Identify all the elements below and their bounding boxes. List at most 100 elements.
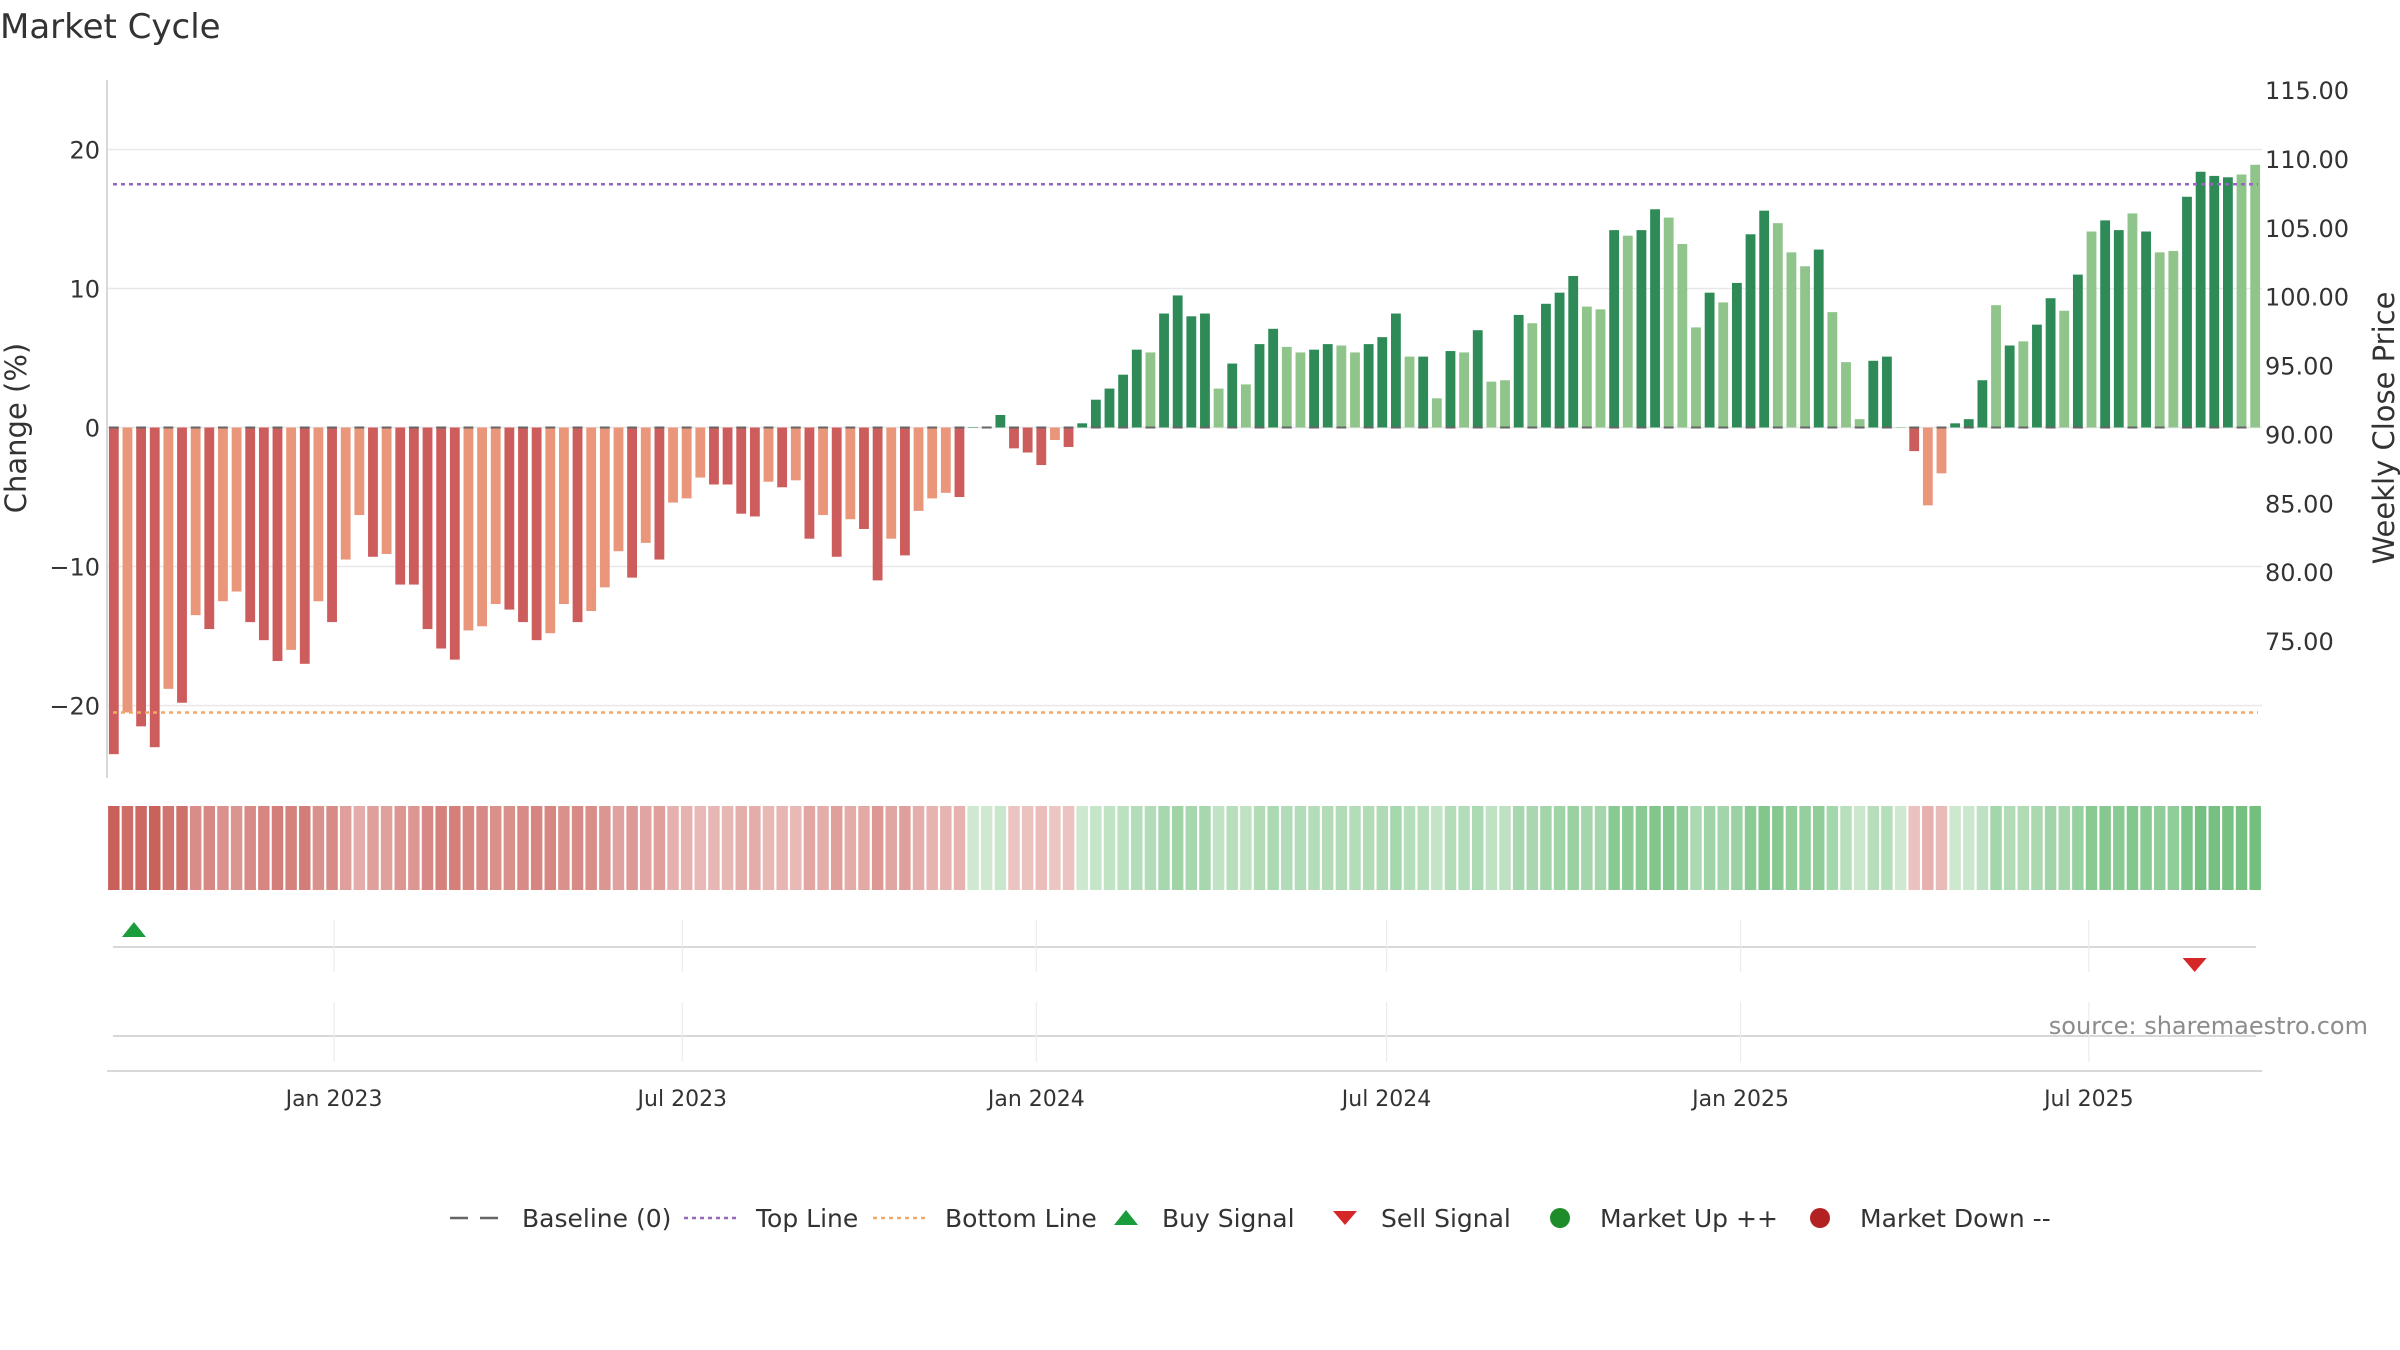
heat-cell xyxy=(1594,806,1607,890)
bar xyxy=(313,427,324,602)
bar xyxy=(1009,427,1019,449)
heat-cell xyxy=(1335,806,1348,890)
bar xyxy=(1745,234,1756,428)
heat-cell xyxy=(1540,806,1552,890)
heat-cell xyxy=(2181,806,2193,890)
heat-cell xyxy=(776,806,788,890)
legend-label: Baseline (0) xyxy=(522,1204,671,1233)
heat-cell xyxy=(1608,806,1620,890)
bar-series xyxy=(108,164,2261,755)
bar xyxy=(463,427,474,631)
bar xyxy=(1418,356,1429,428)
heat-cell xyxy=(1049,806,1061,890)
bar xyxy=(545,427,556,634)
bar xyxy=(1895,427,1906,428)
heat-cell xyxy=(1703,806,1716,890)
heat-cell xyxy=(135,806,147,890)
bar xyxy=(1322,344,1333,428)
date-axis: Jan 2023 Jul 2023 Jan 2024 Jul 2024 Jan 2025… xyxy=(284,920,2134,1112)
heat-cell xyxy=(326,806,338,890)
y-axis-label: Change (%) xyxy=(0,343,33,513)
bar xyxy=(2236,174,2247,428)
heat-cell xyxy=(1635,806,1648,890)
bar xyxy=(149,427,160,748)
reference-lines xyxy=(113,183,2258,714)
bar xyxy=(1186,316,1197,428)
bar xyxy=(940,427,951,493)
heat-cell xyxy=(844,806,857,890)
heat-cell xyxy=(1376,806,1388,890)
y-tick-label: 10 xyxy=(69,276,100,304)
bar xyxy=(1541,303,1551,428)
bar xyxy=(818,427,828,516)
bar xyxy=(327,427,337,623)
heat-cell xyxy=(462,806,475,890)
bar xyxy=(286,427,297,650)
heat-cell xyxy=(680,806,693,890)
heat-cell xyxy=(517,806,529,890)
heat-cell xyxy=(380,806,393,890)
heat-cell xyxy=(1349,806,1361,890)
heat-cell xyxy=(708,806,720,890)
bar xyxy=(2195,171,2206,428)
bar xyxy=(2182,196,2192,428)
bar xyxy=(1800,266,1810,428)
heat-cell xyxy=(612,806,625,890)
bar xyxy=(449,427,460,660)
bar xyxy=(354,427,365,516)
bar xyxy=(2100,220,2111,428)
bar xyxy=(790,427,801,481)
heat-cell xyxy=(1362,806,1375,890)
bar xyxy=(1595,309,1606,428)
bar xyxy=(1254,344,1265,428)
heat-cell xyxy=(871,806,884,890)
heat-cell xyxy=(2235,806,2248,890)
bar xyxy=(1731,282,1742,428)
bar xyxy=(749,427,760,517)
bar xyxy=(899,427,910,556)
heat-cell xyxy=(1035,806,1048,890)
bar xyxy=(859,427,869,529)
heat-cell xyxy=(1908,806,1920,890)
bar xyxy=(1854,419,1865,428)
heat-cell xyxy=(1567,806,1579,890)
heat-cell xyxy=(1281,806,1293,890)
heat-cell xyxy=(1840,806,1852,890)
heat-cell xyxy=(285,806,297,890)
heat-cell xyxy=(408,806,420,890)
bar xyxy=(299,427,310,664)
heat-cell xyxy=(271,806,284,890)
chart-title: Market Cycle xyxy=(0,7,221,47)
bar xyxy=(1936,427,1947,474)
legend-label: Market Down -- xyxy=(1860,1204,2051,1233)
bar xyxy=(845,427,856,520)
bar xyxy=(1363,344,1374,428)
heat-cell xyxy=(230,806,243,890)
heat-cell xyxy=(1021,806,1034,890)
bar xyxy=(1922,427,1933,506)
y-axis-ticks: 20 10 0 −10 −20 xyxy=(49,137,100,721)
heat-cell xyxy=(108,806,120,890)
heat-cell xyxy=(803,806,816,890)
bar xyxy=(1677,244,1688,428)
heat-cell xyxy=(599,806,611,890)
bar xyxy=(1118,374,1129,428)
x-tick-label: Jul 2024 xyxy=(1340,1087,1432,1112)
heat-cell xyxy=(421,806,434,890)
heat-cell xyxy=(830,806,843,890)
heat-cell xyxy=(2058,806,2070,890)
heat-cell xyxy=(1103,806,1116,890)
heat-cell xyxy=(1008,806,1020,890)
bar xyxy=(2004,345,2015,428)
y2-tick-label: 105.00 xyxy=(2265,215,2349,243)
bar xyxy=(695,427,706,478)
heat-cell xyxy=(1976,806,1989,890)
bar xyxy=(681,427,692,499)
heat-cell xyxy=(1717,806,1729,890)
heat-cell xyxy=(1226,806,1238,890)
bar xyxy=(1268,328,1279,428)
sell-signal-icon xyxy=(2182,958,2207,972)
legend-circle-icon xyxy=(1550,1208,1570,1228)
bar xyxy=(1977,380,1988,428)
